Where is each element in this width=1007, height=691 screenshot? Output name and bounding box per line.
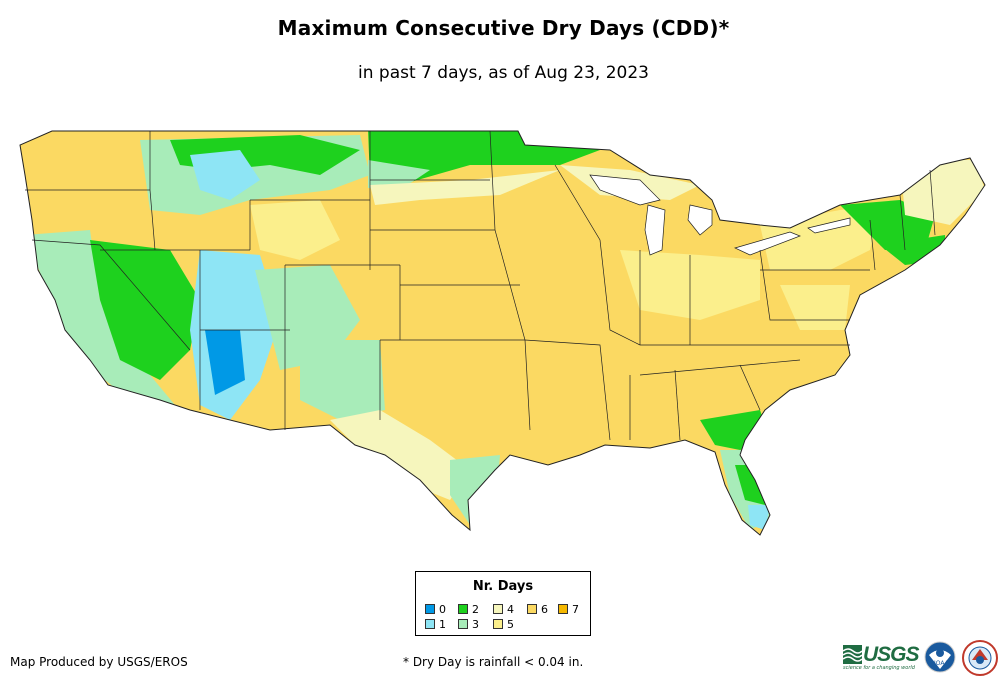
footnote-text: * Dry Day is rainfall < 0.04 in. xyxy=(403,655,584,669)
legend-swatch-6 xyxy=(527,604,537,614)
legend: Nr. Days 0 1 2 3 4 5 6 7 xyxy=(415,571,591,636)
legend-label-7: 7 xyxy=(572,603,579,616)
credit-text: Map Produced by USGS/EROS xyxy=(10,655,188,669)
legend-item-3: 3 xyxy=(458,619,479,630)
noaa-logo-icon: NOAA xyxy=(924,641,956,673)
usgs-wave-icon xyxy=(843,645,863,664)
nws-logo-icon xyxy=(962,640,998,676)
legend-item-0: 0 xyxy=(425,604,446,615)
usgs-logo: USGS science for a changing world xyxy=(843,643,920,671)
cdd-map xyxy=(19,130,986,536)
legend-item-1: 1 xyxy=(425,619,446,630)
legend-label-4: 4 xyxy=(507,603,514,616)
legend-label-0: 0 xyxy=(439,603,446,616)
legend-item-7: 7 xyxy=(558,604,579,615)
legend-item-4: 4 xyxy=(493,604,514,615)
legend-swatch-1 xyxy=(425,619,435,629)
legend-item-6: 6 xyxy=(527,604,548,615)
legend-label-6: 6 xyxy=(541,603,548,616)
legend-item-5: 5 xyxy=(493,619,514,630)
legend-label-5: 5 xyxy=(507,618,514,631)
legend-title: Nr. Days xyxy=(472,579,534,594)
legend-label-3: 3 xyxy=(472,618,479,631)
legend-swatch-0 xyxy=(425,604,435,614)
legend-label-1: 1 xyxy=(439,618,446,631)
noaa-logo-text: NOAA xyxy=(931,660,949,667)
legend-swatch-5 xyxy=(493,619,503,629)
legend-swatch-2 xyxy=(458,604,468,614)
usgs-logo-text: USGS xyxy=(863,643,920,666)
legend-swatch-3 xyxy=(458,619,468,629)
legend-swatch-4 xyxy=(493,604,503,614)
legend-swatch-7 xyxy=(558,604,568,614)
legend-label-2: 2 xyxy=(472,603,479,616)
map-subtitle: in past 7 days, as of Aug 23, 2023 xyxy=(358,63,649,83)
map-title: Maximum Consecutive Dry Days (CDD)* xyxy=(277,16,730,40)
legend-item-2: 2 xyxy=(458,604,479,615)
usgs-tagline: science for a changing world xyxy=(843,665,915,671)
